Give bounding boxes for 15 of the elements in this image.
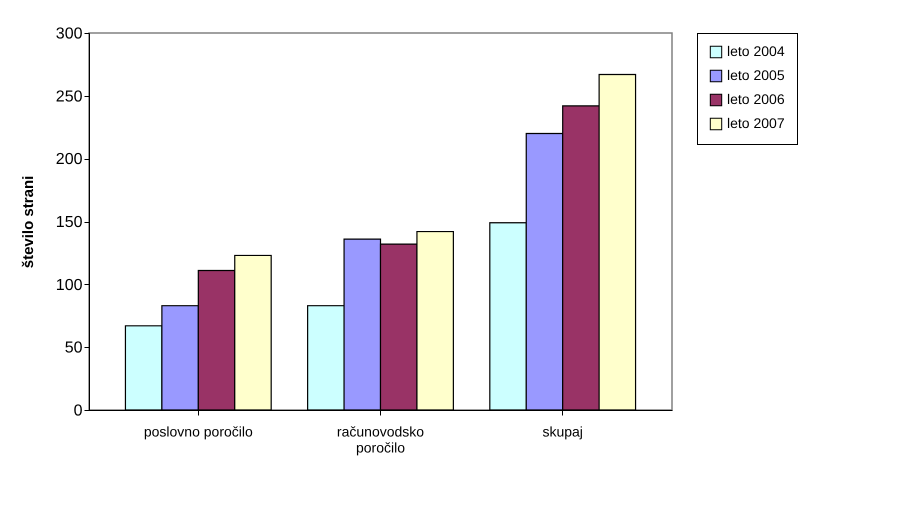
x-tick-label: poslovno poročilo bbox=[144, 424, 253, 440]
legend-label: leto 2007 bbox=[727, 115, 785, 131]
y-tick-label: 300 bbox=[56, 26, 83, 42]
legend-label: leto 2005 bbox=[727, 67, 785, 83]
y-tick-label: 200 bbox=[56, 151, 83, 168]
legend-label: leto 2006 bbox=[727, 91, 785, 107]
y-tick-label: 50 bbox=[64, 340, 83, 357]
y-tick-label: 250 bbox=[56, 88, 83, 106]
y-axis-title: število strani bbox=[20, 176, 37, 268]
y-tick-label: 150 bbox=[56, 214, 83, 231]
y-tick-label: 0 bbox=[74, 402, 83, 420]
legend-label: leto 2004 bbox=[727, 43, 785, 59]
x-tick-label: računovodsko poročilo bbox=[336, 424, 424, 456]
y-tick-label: 100 bbox=[56, 276, 83, 294]
x-tick-label: skupaj bbox=[542, 424, 583, 440]
